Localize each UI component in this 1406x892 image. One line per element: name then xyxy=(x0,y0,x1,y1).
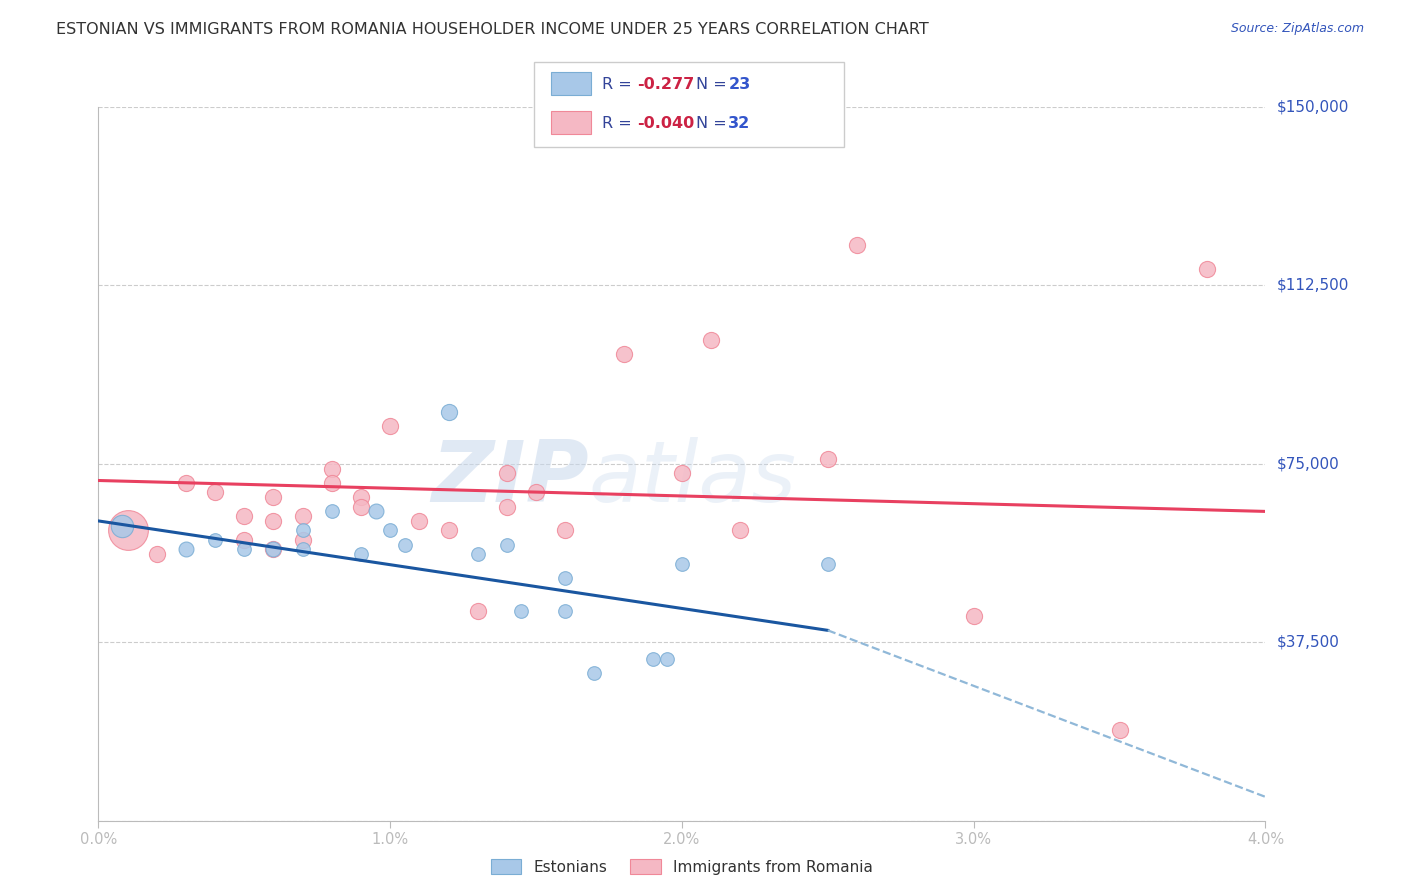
Point xyxy=(510,604,533,618)
Point xyxy=(394,538,416,552)
Point xyxy=(233,542,256,557)
Point xyxy=(845,238,868,252)
Point xyxy=(467,604,489,618)
Text: $150,000: $150,000 xyxy=(1277,100,1350,114)
Point xyxy=(1108,723,1130,738)
Point xyxy=(408,514,430,528)
Text: -0.277: -0.277 xyxy=(637,78,695,92)
Point xyxy=(554,524,576,538)
Point xyxy=(174,542,197,557)
Text: ZIP: ZIP xyxy=(430,436,589,520)
Point xyxy=(262,514,284,528)
Text: R =: R = xyxy=(602,116,637,130)
Point xyxy=(233,533,256,547)
Point xyxy=(641,652,664,666)
Point xyxy=(262,542,284,557)
Point xyxy=(496,467,519,481)
Point xyxy=(378,418,402,433)
Text: N =: N = xyxy=(696,78,733,92)
Text: Source: ZipAtlas.com: Source: ZipAtlas.com xyxy=(1230,22,1364,36)
Text: $75,000: $75,000 xyxy=(1277,457,1340,471)
Point xyxy=(350,500,373,514)
Text: $112,500: $112,500 xyxy=(1277,278,1350,293)
Point xyxy=(1195,261,1218,276)
Point xyxy=(817,452,839,467)
Point xyxy=(262,490,284,504)
Point xyxy=(554,604,576,618)
Point xyxy=(350,490,373,504)
Text: N =: N = xyxy=(696,116,733,130)
Point xyxy=(437,524,460,538)
Text: R =: R = xyxy=(602,78,637,92)
Point xyxy=(700,333,723,347)
Point xyxy=(728,524,751,538)
Point xyxy=(364,504,387,518)
Point xyxy=(467,547,489,561)
Legend: Estonians, Immigrants from Romania: Estonians, Immigrants from Romania xyxy=(485,853,879,880)
Point xyxy=(111,518,134,533)
Point xyxy=(291,524,314,538)
Point xyxy=(321,475,343,490)
Point xyxy=(291,509,314,524)
Point xyxy=(378,524,402,538)
Text: ESTONIAN VS IMMIGRANTS FROM ROMANIA HOUSEHOLDER INCOME UNDER 25 YEARS CORRELATIO: ESTONIAN VS IMMIGRANTS FROM ROMANIA HOUS… xyxy=(56,22,929,37)
Point xyxy=(262,542,284,557)
Point xyxy=(496,500,519,514)
Point xyxy=(204,533,226,547)
Point xyxy=(233,509,256,524)
Point xyxy=(962,609,984,624)
Text: atlas: atlas xyxy=(589,436,797,520)
Text: -0.040: -0.040 xyxy=(637,116,695,130)
Point xyxy=(671,467,693,481)
Point xyxy=(583,666,606,681)
Point xyxy=(350,547,373,561)
Text: $37,500: $37,500 xyxy=(1277,635,1340,649)
Point xyxy=(496,538,519,552)
Point xyxy=(291,542,314,557)
Point xyxy=(554,571,576,585)
Point xyxy=(204,485,226,500)
Point xyxy=(657,652,679,666)
Point xyxy=(671,557,693,571)
Point xyxy=(291,533,314,547)
Point xyxy=(437,404,460,418)
Point xyxy=(817,557,839,571)
Point xyxy=(321,504,343,518)
Text: 23: 23 xyxy=(728,78,751,92)
Point xyxy=(524,485,547,500)
Point xyxy=(117,524,139,538)
Point xyxy=(321,461,343,475)
Point xyxy=(612,347,634,361)
Text: 32: 32 xyxy=(728,116,751,130)
Point xyxy=(174,475,197,490)
Point xyxy=(146,547,169,561)
